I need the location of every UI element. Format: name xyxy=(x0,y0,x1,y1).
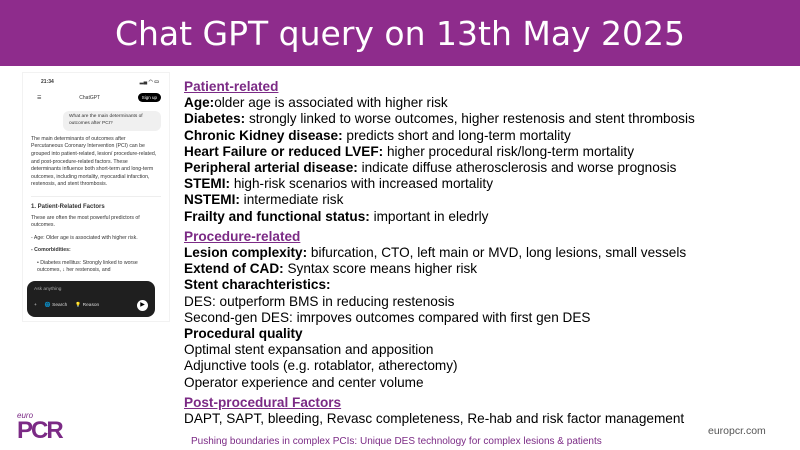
answer-section: 1. Patient-Related Factors xyxy=(31,203,105,210)
factor-line: Lesion complexity: bifurcation, CTO, lef… xyxy=(184,245,687,261)
search-button: 🌐 Search xyxy=(44,302,68,308)
composer: Ask anything + 🌐 Search 💡 Reason ▶ xyxy=(27,280,155,317)
slide-title: Chat GPT query on 13th May 2025 xyxy=(114,13,686,53)
chatgpt-screenshot: 21:34 ▂▄ ◠ ▭ ☰ ChatGPT Sign up What are t… xyxy=(22,72,170,322)
factor-line: Optimal stent expansation and apposition xyxy=(184,342,434,358)
europcr-logo: euro PCR xyxy=(17,411,64,444)
tagline: Pushing boundaries in complex PCIs: Uniq… xyxy=(191,436,602,447)
section-heading: Post-procedural Factors xyxy=(184,394,342,410)
status-bar: 21:34 ▂▄ ◠ ▭ xyxy=(23,73,169,85)
factors-list: Patient-related Age:older age is associat… xyxy=(184,79,695,427)
factor-line: Adjunctive tools (e.g. rotablator, ather… xyxy=(184,358,458,374)
answer-text: The main determinants of outcomes after … xyxy=(31,135,157,188)
section-heading: Patient-related xyxy=(184,79,279,94)
plus-icon: + xyxy=(34,302,37,308)
factor-line: DES: outperform BMS in reducing restenos… xyxy=(184,293,455,309)
bullet-comorbidities: - Comorbidities: xyxy=(31,247,71,254)
signal-wifi-battery-icon: ▂▄ ◠ ▭ xyxy=(139,79,159,85)
factor-line: Chronic Kidney disease: predicts short a… xyxy=(184,127,571,143)
factor-line: STEMI: high-risk scenarios with increase… xyxy=(184,176,493,192)
factor-line: Diabetes: strongly linked to worse outco… xyxy=(184,111,695,127)
website: europcr.com xyxy=(708,425,766,437)
factor-line: DAPT, SAPT, bleeding, Revasc completenes… xyxy=(184,411,685,427)
factor-line: Age:older age is associated with higher … xyxy=(184,95,448,111)
slide-title-bar: Chat GPT query on 13th May 2025 xyxy=(0,0,800,66)
menu-icon: ☰ xyxy=(37,94,42,101)
factor-line: Peripheral arterial disease: indicate di… xyxy=(184,160,677,176)
factor-line: Heart Failure or reduced LVEF: higher pr… xyxy=(184,143,634,159)
voice-icon: ▶ xyxy=(137,299,148,311)
factor-line: Operator experience and center volume xyxy=(184,374,424,390)
composer-placeholder: Ask anything xyxy=(34,286,62,292)
section-intro: These are often the most powerful predic… xyxy=(31,214,140,229)
app-bar: ☰ ChatGPT Sign up xyxy=(23,85,169,102)
divider xyxy=(31,195,161,197)
factor-line: Stent charachteristics: xyxy=(184,277,331,293)
bullet-age: - Age: Older age is associated with high… xyxy=(31,234,138,241)
section-heading: Procedure-related xyxy=(184,228,301,244)
bullet-diabetes: • Diabetes mellitus: Strongly linked to … xyxy=(37,259,138,274)
reason-button: 💡 Reason xyxy=(75,302,100,308)
time: 21:34 xyxy=(41,79,54,85)
factor-line: NSTEMI: intermediate risk xyxy=(184,192,344,208)
factor-line: Second-gen DES: imrpoves outcomes compar… xyxy=(184,309,591,325)
factor-line: Frailty and functional status: important… xyxy=(184,208,489,224)
user-question: What are the main determinants of outcom… xyxy=(63,111,161,131)
factor-line: Procedural quality xyxy=(184,326,303,342)
factor-line: Extend of CAD: Syntax score means higher… xyxy=(184,261,478,277)
app-title: ChatGPT xyxy=(79,94,101,101)
signup-button: Sign up xyxy=(137,93,161,102)
